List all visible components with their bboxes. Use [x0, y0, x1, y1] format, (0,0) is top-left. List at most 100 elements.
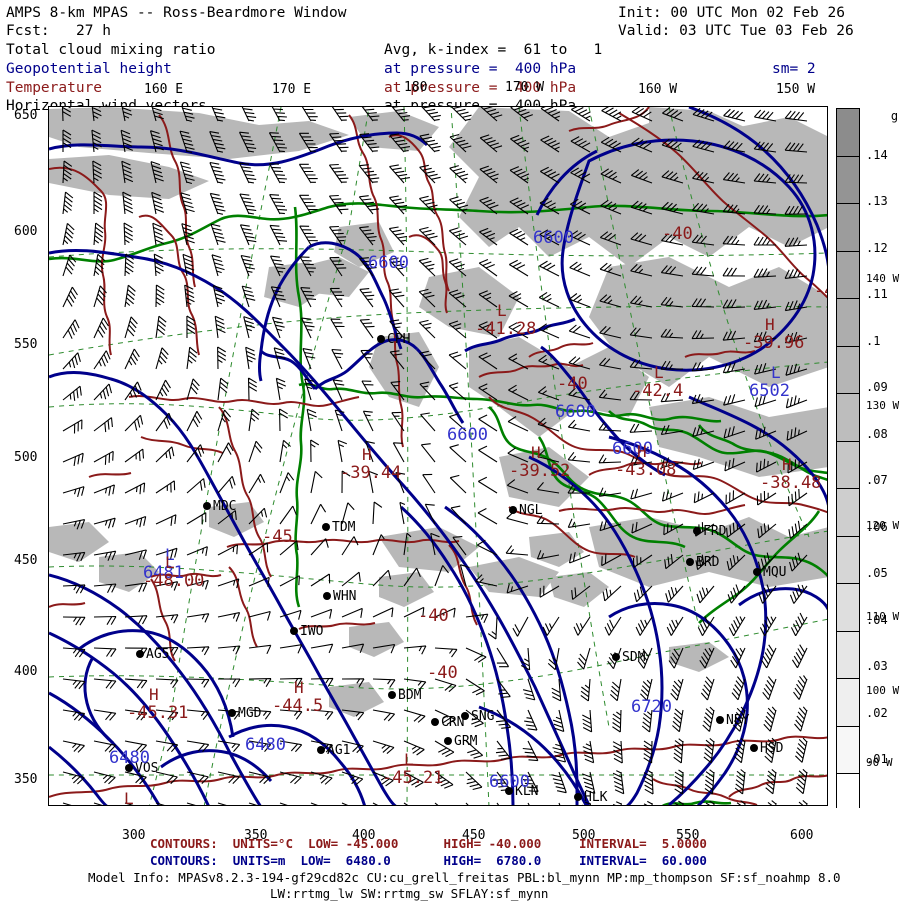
- wind-barb: [279, 740, 303, 753]
- station-marker-grm[interactable]: [444, 737, 452, 745]
- wind-barb: [552, 709, 565, 733]
- station-marker-vos[interactable]: [125, 764, 133, 772]
- wind-barb: [217, 578, 240, 589]
- contour-label-6600: 6600: [612, 439, 653, 459]
- colorbar-band: [837, 441, 859, 490]
- wind-barb: [332, 379, 345, 401]
- wind-barb: [697, 616, 715, 636]
- station-marker-mqu[interactable]: [753, 568, 761, 576]
- wind-barb: [62, 419, 83, 434]
- wind-barb: [784, 205, 808, 215]
- lon-label-5: 150 W: [776, 82, 816, 97]
- colorbar[interactable]: [836, 108, 860, 821]
- wind-barb: [186, 411, 203, 432]
- wind-barb: [580, 678, 591, 702]
- wind-barb: [62, 551, 86, 562]
- wind-barb: [604, 616, 622, 636]
- wind-barb: [186, 678, 210, 688]
- wind-barb: [271, 107, 287, 122]
- station-marker-crn[interactable]: [431, 718, 439, 726]
- wind-barb: [93, 450, 114, 465]
- wind-barb: [722, 362, 746, 374]
- wind-barb: [186, 478, 206, 494]
- wind-barb: [568, 356, 591, 370]
- extremum-value: -39.44: [340, 463, 402, 483]
- station-marker-whn[interactable]: [323, 592, 331, 600]
- station-marker-tdm[interactable]: [322, 523, 330, 531]
- wind-barb: [567, 451, 591, 463]
- wind-barb: [388, 257, 405, 277]
- station-marker-mgd[interactable]: [228, 709, 236, 717]
- wind-barb: [612, 770, 625, 795]
- wind-barb: [784, 110, 808, 122]
- station-marker-sdm[interactable]: [612, 653, 620, 661]
- station-marker-cph[interactable]: [377, 335, 385, 343]
- map-plot-area[interactable]: CPH NGL MDC TDM WHN IWO AG5 MGD BDM CRN SNG GRM AG1 V…: [48, 106, 828, 806]
- wind-barb: [149, 130, 164, 153]
- wind-barb: [124, 284, 136, 308]
- wind-barb: [691, 266, 715, 277]
- wind-barb: [726, 522, 746, 538]
- wind-barb: [341, 470, 351, 494]
- wind-barb: [674, 769, 684, 795]
- station-marker-kln[interactable]: [505, 787, 513, 795]
- colorbar-band: [837, 109, 859, 157]
- station-marker-frd[interactable]: [693, 527, 701, 535]
- wind-barb: [328, 194, 349, 215]
- wind-barb: [299, 225, 318, 246]
- extremum-value: -38.48: [760, 473, 822, 493]
- wind-barb: [124, 381, 142, 401]
- wind-barb: [601, 107, 622, 122]
- wind-barb: [568, 552, 591, 564]
- station-marker-ag5[interactable]: [136, 650, 144, 658]
- wind-barb: [599, 262, 622, 277]
- colorbar-units-text: g kg: [890, 109, 899, 123]
- wind-barb: [495, 740, 511, 760]
- station-marker-sng[interactable]: [461, 712, 469, 720]
- colorbar-band: [837, 251, 859, 300]
- wind-barb: [640, 678, 653, 701]
- wind-barb: [310, 771, 333, 785]
- station-marker-hsd[interactable]: [750, 744, 758, 752]
- station-marker-ag1[interactable]: [317, 746, 325, 754]
- wind-barb: [270, 286, 286, 308]
- wind-barb: [537, 417, 560, 432]
- wind-barb: [434, 740, 455, 758]
- wind-barb: [245, 346, 256, 370]
- station-marker-nby[interactable]: [716, 716, 724, 724]
- wind-barb: [329, 256, 347, 277]
- station-marker-brd[interactable]: [686, 558, 694, 566]
- wind-barb: [753, 109, 777, 122]
- wind-barb: [420, 443, 436, 463]
- wind-barb: [668, 647, 684, 669]
- wind-barb: [569, 293, 591, 308]
- wind-barb: [571, 107, 591, 122]
- wind-barb: [509, 228, 529, 246]
- wind-barb: [722, 235, 746, 246]
- wind-barb: [389, 164, 410, 184]
- lon-label-2: 180: [404, 80, 428, 95]
- wind-barb: [753, 299, 777, 310]
- extremum-value: 6481: [143, 563, 184, 583]
- wind-barb: [306, 408, 317, 432]
- wind-barb: [643, 800, 653, 805]
- wind-barb: [722, 203, 746, 215]
- wind-barb: [217, 475, 236, 494]
- station-marker-mdc[interactable]: [203, 502, 211, 510]
- wind-barb: [631, 137, 653, 153]
- wind-barb: [279, 505, 297, 525]
- wind-barb: [62, 771, 85, 785]
- station-label-brd: BRD: [696, 555, 720, 570]
- station-marker-iwo[interactable]: [290, 627, 298, 635]
- wind-barb: [331, 348, 344, 370]
- wind-barb: [784, 268, 808, 279]
- station-marker-hlk[interactable]: [574, 793, 582, 801]
- station-marker-ngl[interactable]: [509, 506, 517, 514]
- y-tick-600: 600: [14, 224, 38, 239]
- wind-barb: [372, 740, 395, 755]
- station-marker-bdm[interactable]: [388, 691, 396, 699]
- wind-barb: [124, 515, 147, 528]
- wind-barb: [795, 737, 808, 763]
- wind-barb: [495, 709, 512, 729]
- wind-barb: [630, 232, 653, 246]
